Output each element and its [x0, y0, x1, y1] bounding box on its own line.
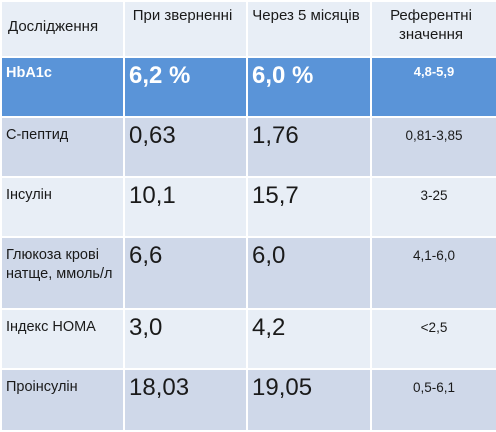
cell-after-5-months: 19,05	[246, 368, 372, 432]
table-row: Глюкоза крові натще, ммоль/л 6,6 6,0 4,1…	[0, 236, 496, 310]
cell-reference: <2,5	[370, 308, 496, 370]
value-after-5-months: 15,7	[252, 182, 299, 209]
test-name: Індекс HOMA	[6, 319, 96, 335]
test-name: Проінсулін	[6, 379, 78, 395]
header-test-label: Дослідження	[8, 18, 99, 35]
header-at-visit-label: При зверненні	[132, 7, 233, 24]
header-after-5-months: Через 5 місяців	[246, 0, 372, 58]
reference-value: 4,8-5,9	[413, 64, 455, 79]
header-row: Дослідження При зверненні Через 5 місяці…	[0, 0, 496, 58]
reference-value: 4,1-6,0	[412, 248, 456, 263]
cell-at-visit: 6,6	[123, 236, 248, 310]
table-row: Індекс HOMA 3,0 4,2 <2,5	[0, 308, 496, 370]
cell-at-visit: 18,03	[123, 368, 248, 432]
cell-test-name: Проінсулін	[0, 368, 125, 432]
value-at-visit: 6,2 %	[129, 62, 191, 89]
cell-test-name: С-пептид	[0, 116, 125, 178]
table-row: Проінсулін 18,03 19,05 0,5-6,1	[0, 368, 496, 432]
cell-reference: 3-25	[370, 176, 496, 238]
value-at-visit: 3,0	[129, 314, 163, 341]
value-after-5-months: 1,76	[252, 122, 299, 149]
cell-reference: 4,8-5,9	[370, 56, 496, 118]
value-at-visit: 10,1	[129, 182, 176, 209]
value-after-5-months: 6,0 %	[252, 62, 314, 89]
cell-at-visit: 0,63	[123, 116, 248, 178]
cell-test-name: Інсулін	[0, 176, 125, 238]
value-at-visit: 6,6	[129, 242, 163, 269]
cell-reference: 0,5-6,1	[370, 368, 496, 432]
value-after-5-months: 4,2	[252, 314, 286, 341]
table-row: С-пептид 0,63 1,76 0,81-3,85	[0, 116, 496, 178]
cell-after-5-months: 6,0	[246, 236, 372, 310]
cell-after-5-months: 1,76	[246, 116, 372, 178]
test-name: HbA1c	[6, 65, 52, 81]
value-after-5-months: 19,05	[252, 374, 313, 401]
cell-reference: 4,1-6,0	[370, 236, 496, 310]
table-row: Інсулін 10,1 15,7 3-25	[0, 176, 496, 238]
header-test: Дослідження	[0, 0, 125, 58]
cell-at-visit: 3,0	[123, 308, 248, 370]
cell-reference: 0,81-3,85	[370, 116, 496, 178]
value-at-visit: 18,03	[129, 374, 190, 401]
cell-test-name: Індекс HOMA	[0, 308, 125, 370]
test-name: Глюкоза крові натще, ммоль/л	[6, 247, 113, 282]
cell-after-5-months: 15,7	[246, 176, 372, 238]
reference-value: <2,5	[420, 320, 448, 335]
value-at-visit: 0,63	[129, 122, 176, 149]
cell-test-name: Глюкоза крові натще, ммоль/л	[0, 236, 125, 310]
test-name: Інсулін	[6, 187, 52, 203]
reference-value: 3-25	[420, 188, 448, 203]
cell-at-visit: 10,1	[123, 176, 248, 238]
header-at-visit: При зверненні	[123, 0, 248, 58]
reference-value: 0,5-6,1	[412, 380, 456, 395]
value-after-5-months: 6,0	[252, 242, 286, 269]
test-name: С-пептид	[6, 127, 69, 143]
cell-after-5-months: 6,0 %	[246, 56, 372, 118]
cell-at-visit: 6,2 %	[123, 56, 248, 118]
cell-after-5-months: 4,2	[246, 308, 372, 370]
header-reference: Референтні значення	[370, 0, 496, 58]
table-row: HbA1c 6,2 % 6,0 % 4,8-5,9	[0, 56, 496, 118]
cell-test-name: HbA1c	[0, 56, 125, 118]
header-after-5-months-label: Через 5 місяців	[252, 7, 360, 24]
header-reference-label: Референтні значення	[390, 7, 472, 43]
reference-value: 0,81-3,85	[405, 128, 463, 143]
